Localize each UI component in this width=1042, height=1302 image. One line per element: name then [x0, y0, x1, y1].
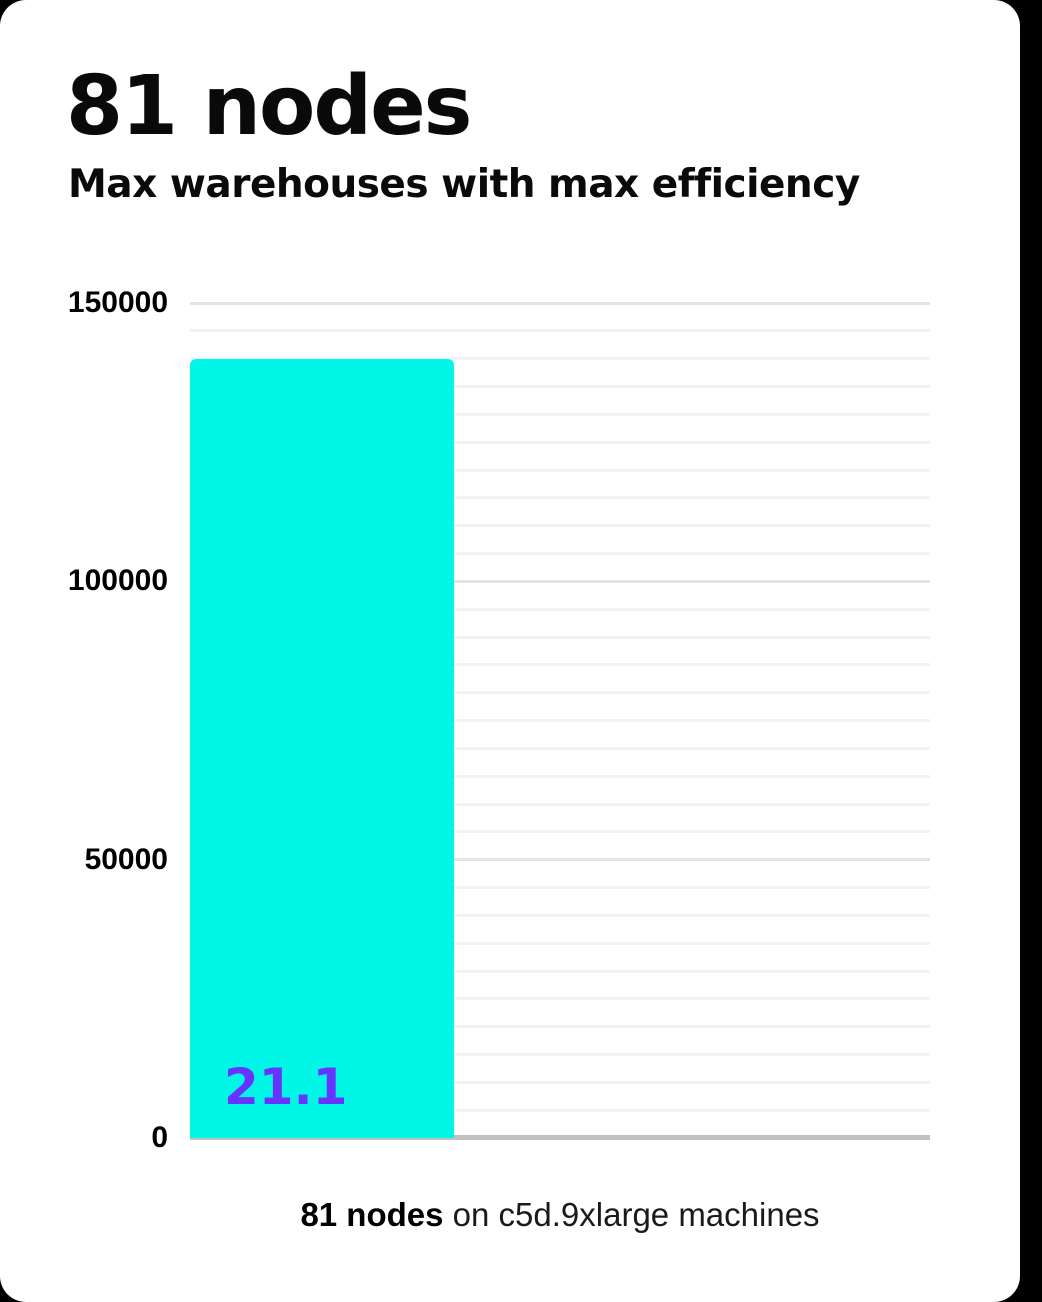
y-axis-tick-label: 100000: [67, 564, 168, 598]
y-axis-tick-label: 150000: [67, 286, 168, 319]
chart-caption: 81 nodes on c5d.9xlarge machines: [190, 1196, 930, 1234]
y-axis-tick-label: 0: [151, 1121, 168, 1154]
bar-chart-plot-area: 05000010000015000019.221.1: [68, 287, 930, 1154]
chart-card: 81 nodes Max warehouses with max efficie…: [0, 0, 1020, 1302]
y-axis-tick-label: 50000: [84, 842, 168, 876]
caption-bold-text: 81 nodes: [300, 1196, 444, 1233]
bar-21.1: 21.1: [190, 358, 454, 1138]
bar-label-21.1: 21.1: [224, 1058, 348, 1116]
gridline-major: [190, 301, 930, 305]
caption-regular-text: on c5d.9xlarge machines: [443, 1196, 820, 1233]
gridline-minor: [190, 329, 930, 333]
x-axis-line: [190, 1135, 930, 1140]
chart-subtitle: Max warehouses with max efficiency: [68, 162, 860, 207]
chart-title: 81 nodes: [66, 59, 472, 154]
